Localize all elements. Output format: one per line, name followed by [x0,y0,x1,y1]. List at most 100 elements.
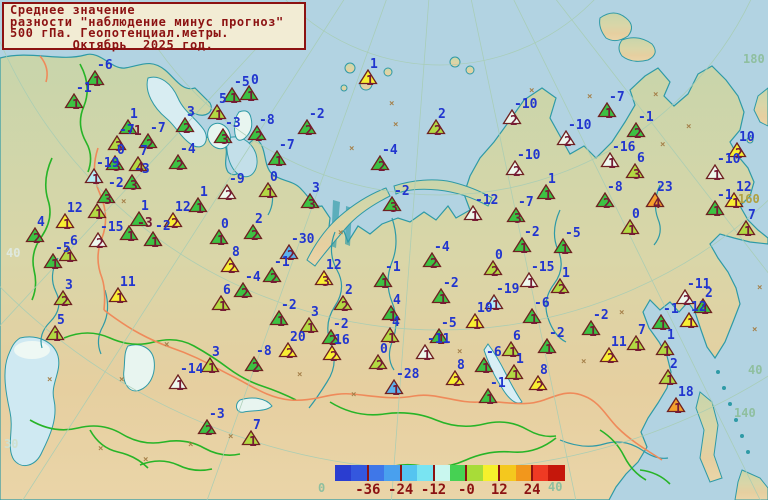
triangle-icon [314,270,334,286]
marker-count: 2 [434,124,442,139]
marker-value: -1 [663,302,679,317]
map-title: Среднее значение разности "наблюдение ми… [2,2,306,50]
legend-color-cell [400,465,418,481]
marker-value: -2 [394,184,410,199]
triangle-icon [550,278,570,294]
color-scale-legend [335,465,565,481]
marker-value: -5 [234,75,250,90]
caspian-sea [4,336,60,467]
marker-value: -2 [549,326,565,341]
marker-value: -4 [180,142,196,157]
triangle-icon [322,345,342,361]
graticule-label: 30 [4,437,19,451]
marker-count: 1 [92,173,100,188]
marker-count: 1 [509,346,517,361]
marker-value: 0 [270,170,278,185]
arctic-islands [340,12,768,144]
triangle-icon [207,104,227,120]
triangle-icon [651,314,671,330]
terrain-x-mark: × [119,375,125,385]
marker-value: 7 [748,208,756,223]
triangle-icon [620,219,640,235]
marker-count: 2 [241,287,249,302]
triangle-icon [537,338,557,354]
marker-count: 2 [61,295,69,310]
marker-count: 1 [527,277,535,292]
marker-count: 2 [453,375,461,390]
triangle-icon [269,310,289,326]
terrain-x-mark: × [529,86,535,96]
terrain-x-mark: × [660,140,666,150]
triangle-icon [87,203,107,219]
title-line-1: Среднее значение [10,3,136,17]
triangle-icon [705,200,725,216]
marker-count: 1 [663,345,671,360]
triangle-icon [556,130,576,146]
marker-count: 1 [392,384,400,399]
marker-count: 3 [322,275,330,290]
triangle-icon [58,246,78,262]
triangle-icon [107,135,127,151]
marker-count: 1 [230,92,238,107]
rivers [40,184,669,459]
triangle-icon [478,388,498,404]
marker-value: -6 [97,58,113,73]
marker-count: 1 [215,109,223,124]
marker-value: -12 [475,193,499,208]
marker-count: 3 [390,201,398,216]
marker-count: 2 [305,124,313,139]
marker-count: 1 [66,251,74,266]
marker-value: 4 [393,293,401,308]
marker-count: 1 [381,277,389,292]
legend-color-cell [532,465,549,481]
terrain-x-mark: × [338,228,344,238]
triangle-icon [429,328,449,344]
marker-count: 2 [341,300,349,315]
title-line-2: разности "наблюдение минус прогноз" [10,14,284,29]
marker-count: -1 [126,124,142,139]
triangle-icon [278,342,298,358]
graticule-label: 40 [6,246,21,260]
marker-count: 4 [653,197,661,212]
marker-value: 6 [70,234,78,249]
marker-value: 2 [438,107,446,122]
marker-value: 12 [736,180,752,195]
triangle-icon [96,188,116,204]
borders-green [29,63,671,485]
legend-tick-label: -0 [457,482,475,498]
marker-count: 1 [366,74,374,89]
marker-count: 2 [564,135,572,150]
triangle-icon [597,102,617,118]
marker-count: 3 [514,212,522,227]
marker-value: 12 [67,201,83,216]
triangle-icon [600,152,620,168]
marker-value: 1 [548,172,556,187]
triangle-icon [581,320,601,336]
triangle-icon [217,184,237,200]
graticule-label: 40 [748,363,763,377]
triangle-icon [463,205,483,221]
marker-value: 5 [57,313,65,328]
terrain-x-mark: × [98,444,104,454]
triangle-icon [262,267,282,283]
marker-value: -8 [259,113,275,128]
triangle-icon [239,85,259,101]
legend-color-cell [335,465,352,481]
marker-value: -4 [382,143,398,158]
terrain-x-mark: × [143,455,149,465]
marker-count: 1 [63,218,71,233]
legend-tick-label: -36 [355,482,381,498]
marker-value: 0 [380,342,388,357]
marker-count: 1 [744,225,752,240]
marker-value: 10 [739,130,755,145]
triangle-icon [333,295,353,311]
marker-count: 1 [389,310,397,325]
marker-value: -28 [396,367,420,382]
terrain-x-mark: × [228,432,234,442]
triangle-icon [626,122,646,138]
triangle-icon [118,119,138,135]
marker-count: 2 [683,294,691,309]
marker-count: 1 [687,317,695,332]
triangle-icon [553,238,573,254]
